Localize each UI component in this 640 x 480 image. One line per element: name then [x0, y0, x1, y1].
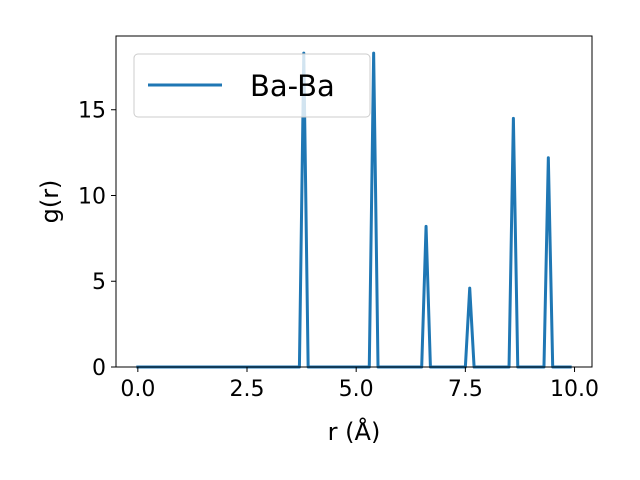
- y-tick-label: 5: [92, 270, 106, 295]
- legend: Ba-Ba: [133, 53, 371, 118]
- x-tick-label: 5.0: [339, 377, 374, 402]
- x-axis: 0.0 2.5 5.0 7.5 10.0: [120, 367, 599, 402]
- y-axis: 0 5 10 15: [78, 99, 116, 381]
- legend-label: Ba-Ba: [250, 69, 335, 103]
- y-tick-label: 0: [92, 356, 106, 381]
- x-tick-label: 10.0: [550, 377, 599, 402]
- plot-frame: [115, 35, 593, 368]
- plot-area: [115, 35, 593, 369]
- x-axis-label: r (Å): [328, 417, 381, 446]
- x-tick-label: 2.5: [230, 377, 265, 402]
- y-axis-label: g(r): [36, 180, 64, 224]
- y-tick-label: 15: [78, 99, 106, 124]
- x-tick-label: 0.0: [120, 377, 155, 402]
- x-tick-label: 7.5: [448, 377, 483, 402]
- y-tick-label: 10: [78, 184, 106, 209]
- legend-box: [133, 53, 371, 118]
